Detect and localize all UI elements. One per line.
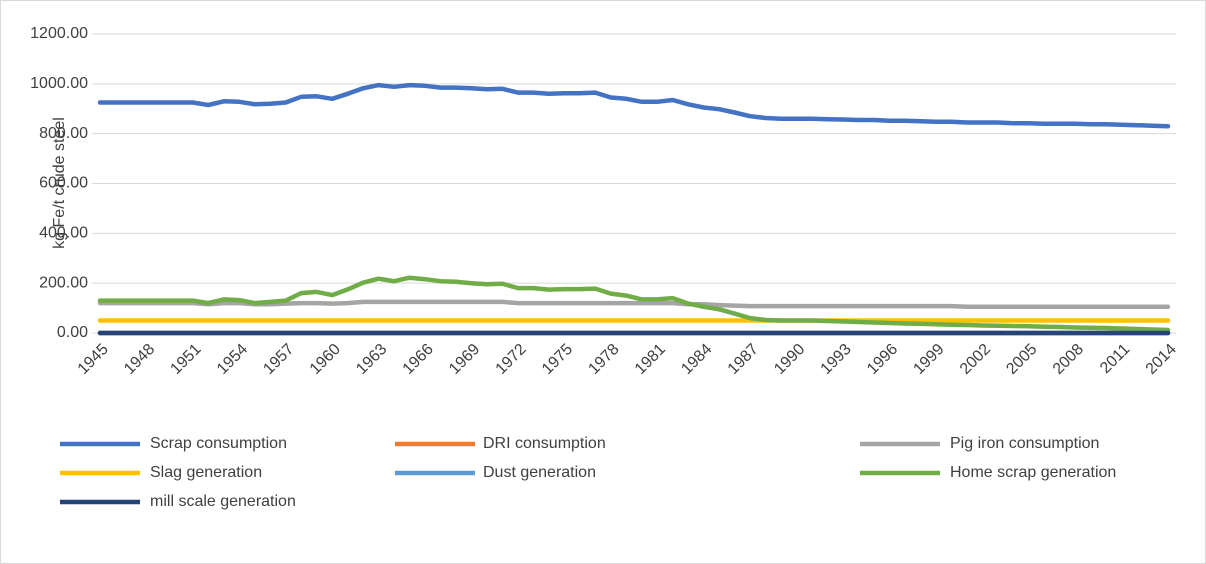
legend-label: Home scrap generation <box>950 464 1116 481</box>
series-line <box>97 299 1171 310</box>
y-tick-label: 600.00 <box>39 175 88 192</box>
series-line <box>97 275 1171 333</box>
legend-label: Pig iron consumption <box>950 435 1099 452</box>
legend-label: DRI consumption <box>483 435 606 452</box>
legend-label: Dust generation <box>483 464 596 481</box>
legend-label: mill scale generation <box>150 493 296 510</box>
series-line <box>97 82 1171 129</box>
y-tick-label: 1200.00 <box>30 25 88 42</box>
y-tick-label: 0.00 <box>57 324 88 341</box>
y-tick-label: 1000.00 <box>30 75 88 92</box>
y-axis-label: kg Fe/t crude steel <box>51 117 68 249</box>
y-tick-label: 200.00 <box>39 274 88 291</box>
y-tick-label: 400.00 <box>39 225 88 242</box>
y-tick-label: 800.00 <box>39 125 88 142</box>
legend-label: Scrap consumption <box>150 435 287 452</box>
legend-label: Slag generation <box>150 464 262 481</box>
